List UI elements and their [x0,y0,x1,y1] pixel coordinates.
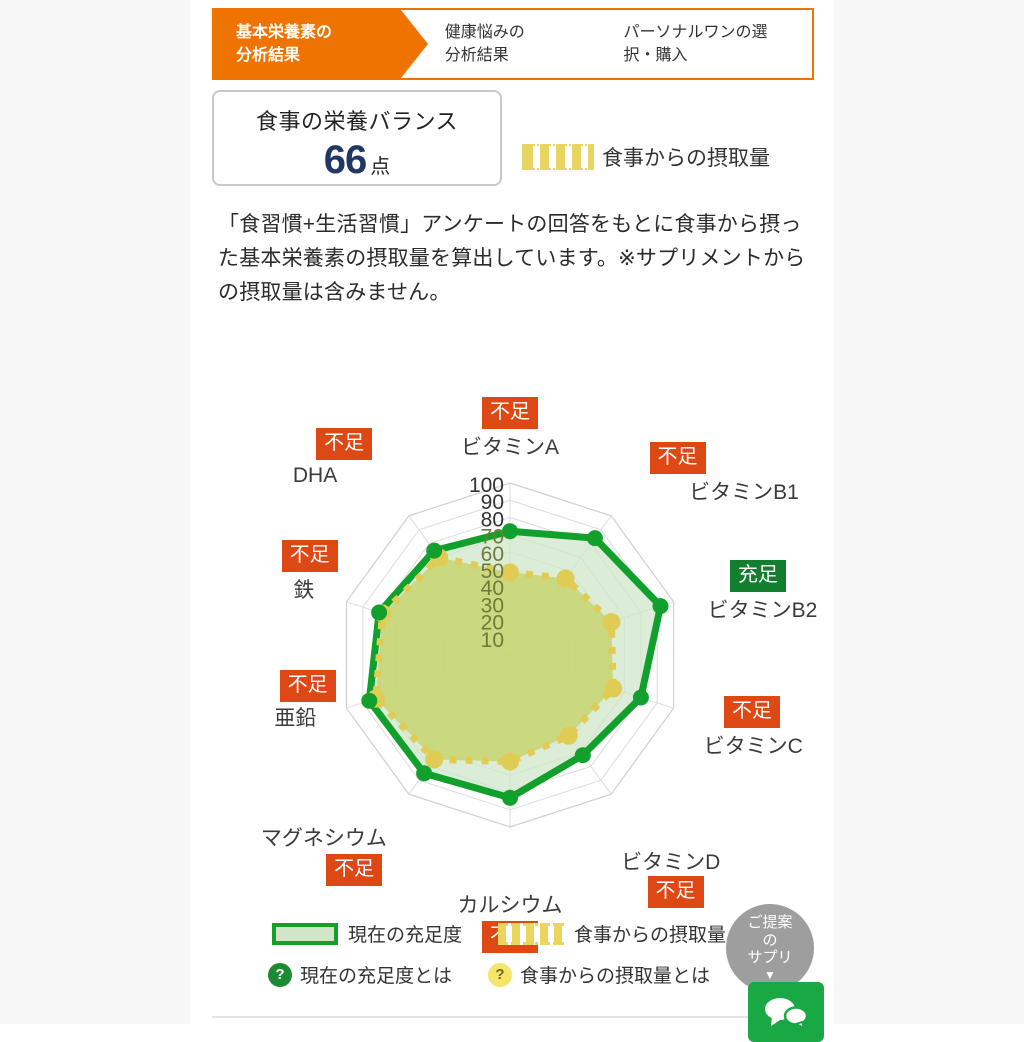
radar-axis-label-8: 鉄 [293,578,315,602]
legend-link-1[interactable]: 食事からの摂取量とは [520,966,711,987]
radar-tick-70: 70 [481,526,504,549]
score-value: 66 [323,138,367,182]
radar-axis-label-2: ビタミンB2 [707,598,818,622]
radar-tick-90: 90 [481,491,504,514]
right-gutter [834,0,1024,1024]
status-badge-3: 不足 [724,696,780,729]
score-value-row: 66 点 [214,138,500,183]
radar-axis-label-0: ビタミンA [461,436,560,459]
step-3-label: パーソナルワンの選 択・購入 [623,23,768,64]
step-1-label: 基本栄養素の 分析結果 [236,23,333,64]
step-2-label: 健康悩みの 分析結果 [444,23,525,64]
left-gutter [0,0,190,1024]
description-text: 「食習慣+生活習慣」アンケートの回答をもとに食事から摂った基本栄養素の摂取量を算… [218,213,806,305]
radar-axis-label-9: DHA [292,463,338,487]
radar-tick-30: 30 [481,594,504,617]
suggested-supplement-fab[interactable]: ご提案のサプリ ▼ [726,904,814,992]
radar-tick-60: 60 [481,543,504,566]
chevron-down-icon: ▼ [764,967,776,982]
status-badge-9: 不足 [316,427,373,460]
nutrition-score-box: 食事の栄養バランス 66 点 [212,90,502,186]
radar-series [361,523,669,806]
legend-item-0-label: 現在の充足度 [348,925,463,946]
fab-label: ご提案のサプリ [747,913,793,967]
radar-tick-80: 80 [481,508,504,531]
score-title: 食事の栄養バランス [255,109,459,134]
status-badge-1: 不足 [649,441,706,474]
radar-axis-label-5: カルシウム [457,894,563,917]
radar-tick-10: 10 [481,629,504,652]
radar-tick-100: 100 [469,474,504,497]
legend-item-1-label: 食事からの摂取量 [574,925,727,946]
question-mark-icon-yellow[interactable]: ? [488,962,513,987]
dotted-yellow-swatch-icon [522,144,594,170]
chat-bubble-icon [765,998,808,1028]
radar-tick-50: 50 [481,560,504,583]
radar-axis-label-4: ビタミンD [621,851,721,875]
legend-links-row: ? 現在の充足度とは ? 食事からの摂取量とは [190,961,834,988]
header-legend: 食事からの摂取量 [522,142,770,172]
radar-tick-20: 20 [481,612,504,635]
radar-tick-40: 40 [481,577,504,600]
dotted-yellow-box-icon [498,922,565,945]
radar-axis-label-3: ビタミンC [703,735,803,759]
step-item-2[interactable]: 健康悩みの 分析結果 [401,10,614,78]
radar-axis-label-6: マグネシウム [260,827,387,851]
status-badge-6: 不足 [326,854,383,887]
step-item-3[interactable]: パーソナルワンの選 択・購入 [613,10,812,78]
chart-legend: 現在の充足度 食事からの摂取量 ? 現在の充足度とは ? 食事からの摂取量とは [190,920,834,988]
header-legend-label: 食事からの摂取量 [602,147,770,170]
step-item-1[interactable]: 基本栄養素の 分析結果 [214,10,428,78]
progress-stepper: 基本栄養素の 分析結果 健康悩みの 分析結果 パーソナルワンの選 択・購入 [212,8,814,80]
status-badge-7: 不足 [279,670,336,703]
status-badge-4: 不足 [647,876,704,909]
radar-axis-label-1: ビタミンB1 [689,480,799,504]
legend-link-0[interactable]: 現在の充足度とは [300,966,453,987]
radar-axis-label-7: 亜鉛 [274,707,317,731]
status-badge-8: 不足 [281,539,338,572]
question-mark-icon-green[interactable]: ? [268,962,292,987]
legend-swatch-row: 現在の充足度 食事からの摂取量 [190,920,834,947]
solid-green-box-icon [272,922,338,945]
status-badge-0: 不足 [482,397,538,429]
bottom-divider [212,1016,812,1018]
radar-chart: 100 90 80 70 60 50 40 30 20 10 ビタミンA 不足 ビタミンB1 不足 ビタミ… [190,370,834,953]
content-card: 基本栄養素の 分析結果 健康悩みの 分析結果 パーソナルワンの選 択・購入 食事… [190,0,834,1024]
chat-button[interactable] [748,982,824,1042]
status-badge-2: 充足 [730,559,786,592]
score-unit: 点 [370,156,391,178]
